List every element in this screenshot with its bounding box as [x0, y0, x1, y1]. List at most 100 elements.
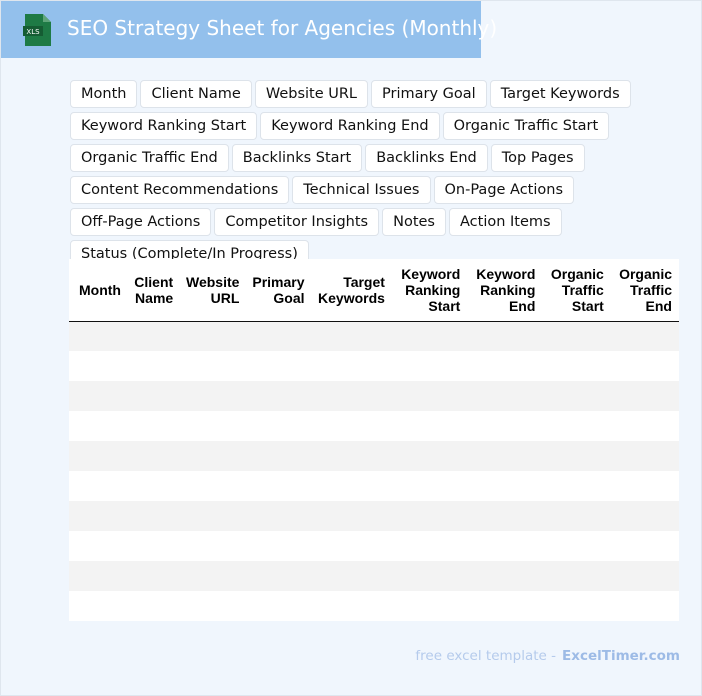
table-cell[interactable]: [180, 411, 247, 441]
table-cell[interactable]: [311, 381, 392, 411]
table-cell[interactable]: [311, 591, 392, 621]
table-cell[interactable]: [391, 471, 468, 501]
table-cell[interactable]: [69, 531, 128, 561]
column-tag[interactable]: Client Name: [140, 80, 252, 108]
column-tag[interactable]: Backlinks End: [365, 144, 488, 172]
table-cell[interactable]: [391, 381, 468, 411]
table-cell[interactable]: [391, 531, 468, 561]
table-cell[interactable]: [610, 441, 679, 471]
column-tag[interactable]: Keyword Ranking Start: [70, 112, 258, 140]
table-cell[interactable]: [467, 441, 543, 471]
column-tag[interactable]: Top Pages: [490, 144, 585, 172]
table-cell[interactable]: [180, 561, 247, 591]
table-cell[interactable]: [246, 351, 312, 381]
table-cell[interactable]: [610, 351, 679, 381]
table-cell[interactable]: [311, 471, 392, 501]
table-cell[interactable]: [127, 501, 181, 531]
table-cell[interactable]: [127, 351, 181, 381]
table-cell[interactable]: [391, 441, 468, 471]
table-cell[interactable]: [127, 561, 181, 591]
table-cell[interactable]: [467, 471, 543, 501]
table-cell[interactable]: [246, 591, 312, 621]
table-cell[interactable]: [127, 591, 181, 621]
table-cell[interactable]: [311, 321, 392, 351]
column-tag[interactable]: Competitor Insights: [214, 208, 380, 236]
table-cell[interactable]: [391, 351, 468, 381]
table-cell[interactable]: [467, 561, 543, 591]
table-cell[interactable]: [69, 501, 128, 531]
table-cell[interactable]: [391, 321, 468, 351]
table-cell[interactable]: [467, 351, 543, 381]
table-cell[interactable]: [127, 441, 181, 471]
table-cell[interactable]: [391, 501, 468, 531]
column-tag[interactable]: Primary Goal: [371, 80, 487, 108]
table-cell[interactable]: [542, 411, 611, 441]
table-cell[interactable]: [542, 321, 611, 351]
table-cell[interactable]: [610, 561, 679, 591]
table-cell[interactable]: [542, 471, 611, 501]
table-cell[interactable]: [246, 381, 312, 411]
column-tag[interactable]: Off-Page Actions: [70, 208, 212, 236]
table-cell[interactable]: [127, 381, 181, 411]
table-cell[interactable]: [467, 591, 543, 621]
table-cell[interactable]: [391, 561, 468, 591]
table-cell[interactable]: [127, 471, 181, 501]
table-cell[interactable]: [467, 381, 543, 411]
table-cell[interactable]: [69, 441, 128, 471]
column-tag[interactable]: Notes: [382, 208, 446, 236]
table-cell[interactable]: [311, 501, 392, 531]
table-cell[interactable]: [610, 411, 679, 441]
column-tag[interactable]: Content Recommendations: [70, 176, 290, 204]
column-tag[interactable]: Keyword Ranking End: [260, 112, 440, 140]
table-cell[interactable]: [542, 351, 611, 381]
table-cell[interactable]: [467, 531, 543, 561]
table-cell[interactable]: [610, 531, 679, 561]
table-cell[interactable]: [610, 471, 679, 501]
column-tag[interactable]: Website URL: [254, 80, 369, 108]
table-cell[interactable]: [127, 321, 181, 351]
table-cell[interactable]: [610, 591, 679, 621]
table-cell[interactable]: [180, 351, 247, 381]
table-cell[interactable]: [542, 561, 611, 591]
table-cell[interactable]: [246, 531, 312, 561]
table-cell[interactable]: [542, 531, 611, 561]
column-tag[interactable]: On-Page Actions: [433, 176, 575, 204]
table-cell[interactable]: [69, 381, 128, 411]
table-cell[interactable]: [542, 501, 611, 531]
table-cell[interactable]: [69, 351, 128, 381]
table-cell[interactable]: [69, 321, 128, 351]
table-cell[interactable]: [127, 411, 181, 441]
table-cell[interactable]: [246, 321, 312, 351]
table-cell[interactable]: [610, 501, 679, 531]
column-tag[interactable]: Target Keywords: [489, 80, 631, 108]
table-cell[interactable]: [127, 531, 181, 561]
table-cell[interactable]: [246, 471, 312, 501]
table-cell[interactable]: [180, 381, 247, 411]
table-cell[interactable]: [246, 411, 312, 441]
column-tag[interactable]: Organic Traffic End: [70, 144, 229, 172]
table-cell[interactable]: [467, 321, 543, 351]
table-cell[interactable]: [180, 321, 247, 351]
column-tag[interactable]: Action Items: [449, 208, 562, 236]
footer-brand-link[interactable]: ExcelTimer.com: [562, 648, 680, 664]
table-cell[interactable]: [69, 561, 128, 591]
column-tag[interactable]: Organic Traffic Start: [442, 112, 610, 140]
table-cell[interactable]: [391, 591, 468, 621]
table-cell[interactable]: [246, 501, 312, 531]
table-cell[interactable]: [311, 531, 392, 561]
table-cell[interactable]: [610, 381, 679, 411]
table-cell[interactable]: [69, 471, 128, 501]
table-cell[interactable]: [246, 441, 312, 471]
table-cell[interactable]: [542, 591, 611, 621]
column-tag[interactable]: Technical Issues: [292, 176, 431, 204]
table-cell[interactable]: [69, 411, 128, 441]
table-cell[interactable]: [311, 441, 392, 471]
column-tag[interactable]: Month: [70, 80, 138, 108]
column-tag[interactable]: Backlinks Start: [231, 144, 363, 172]
table-cell[interactable]: [311, 351, 392, 381]
table-cell[interactable]: [180, 471, 247, 501]
table-cell[interactable]: [391, 411, 468, 441]
table-cell[interactable]: [467, 411, 543, 441]
table-cell[interactable]: [311, 561, 392, 591]
table-cell[interactable]: [311, 411, 392, 441]
